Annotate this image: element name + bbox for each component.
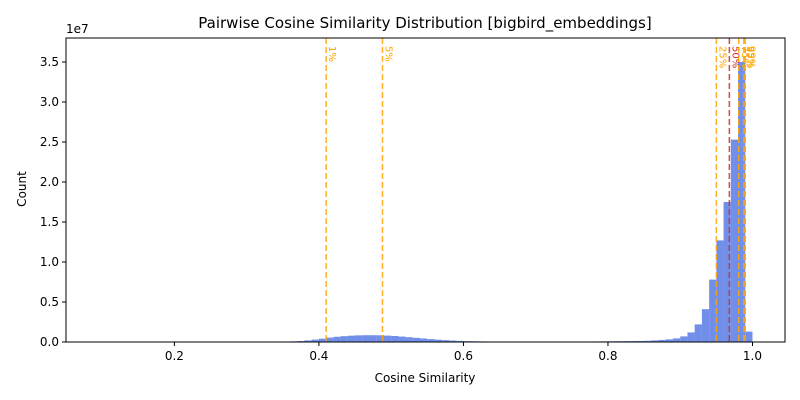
y-axis-label: Count (15, 171, 29, 207)
percentile-label: 95% (744, 46, 755, 68)
x-tick-label: 1.0 (743, 349, 762, 363)
histogram-bar (456, 340, 464, 342)
axes-layer: 0.2 0.4 0.6 0.8 1.0 0.0 0.5 1.0 1.5 2.0 2.5 3.0 3.5 (40, 37, 786, 363)
x-tick-label: 0.6 (454, 349, 473, 363)
histogram-bar (311, 339, 319, 342)
histogram-bar (333, 336, 341, 342)
histogram-bar (340, 336, 348, 342)
histogram-bar (709, 279, 717, 342)
y-tick-label: 3.5 (40, 55, 59, 69)
y-tick-label: 0.5 (40, 295, 59, 309)
histogram-bar (420, 338, 428, 342)
histogram-bar (680, 336, 688, 342)
percentile-lines-layer: 1%5%25%50%75%95%99% (325, 38, 756, 342)
histogram-bar (644, 340, 652, 342)
histogram-bar (326, 337, 334, 342)
percentile-label: 99% (745, 46, 756, 68)
percentile-label: 25% (716, 46, 727, 68)
y-tick-label: 1.0 (40, 255, 59, 269)
histogram-bar (434, 339, 442, 342)
histogram-bar (427, 339, 435, 342)
x-tick-label: 0.8 (598, 349, 617, 363)
histogram-bar (694, 324, 702, 342)
percentile-label: 5% (383, 46, 394, 62)
histogram-bar (636, 340, 645, 342)
histogram-bar (369, 335, 377, 342)
histogram-bar (376, 335, 384, 342)
percentile-label: 1% (326, 46, 337, 62)
histogram-bar (318, 338, 327, 342)
histogram-bar (701, 309, 710, 342)
histogram-bar (665, 339, 673, 342)
plot-frame (65, 37, 786, 343)
x-tick-label: 0.2 (165, 349, 184, 363)
y-axis-offset-label: 1e7 (66, 22, 89, 36)
histogram-bar (304, 340, 312, 342)
histogram-bar (355, 335, 363, 342)
x-axis-label: Cosine Similarity (375, 371, 476, 385)
histogram-bar (362, 335, 370, 342)
histogram-bar (651, 340, 659, 342)
histogram-bar (672, 338, 681, 342)
histogram-bar (441, 340, 449, 342)
histogram-bar (347, 335, 356, 342)
histogram-bar (405, 337, 413, 342)
histogram-bar (448, 340, 457, 342)
y-tick-label: 3.0 (40, 95, 59, 109)
y-tick-label: 2.5 (40, 135, 59, 149)
y-tick-label: 0.0 (40, 335, 59, 349)
histogram-bar (738, 62, 746, 342)
histogram-bar (730, 139, 739, 342)
bars-layer (275, 62, 753, 342)
y-tick-label: 1.5 (40, 215, 59, 229)
percentile-label: 50% (729, 46, 740, 68)
histogram-bar (723, 202, 731, 342)
y-tick-label: 2.0 (40, 175, 59, 189)
histogram-bar (716, 240, 724, 342)
x-tick-label: 0.4 (309, 349, 328, 363)
histogram-bar (658, 339, 666, 342)
chart-title: Pairwise Cosine Similarity Distribution … (198, 14, 651, 33)
histogram-bar (383, 335, 392, 342)
histogram-bar (412, 337, 421, 342)
histogram-bar (398, 336, 406, 342)
histogram-bar (687, 332, 695, 342)
histogram-bar (391, 336, 399, 342)
histogram-bar (745, 331, 753, 342)
